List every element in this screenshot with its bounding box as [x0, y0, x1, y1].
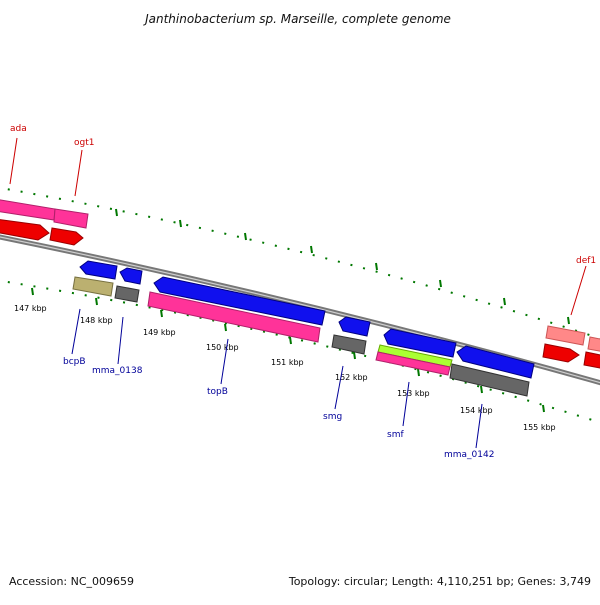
ruler-label-152: 152 kbp: [335, 373, 368, 382]
feature-topB-gene[interactable]: [147, 291, 321, 343]
label-leader-lines: [9, 137, 587, 449]
gene-labels: ada ogt1 def1 bcpB mma_0138 topB smg smf…: [10, 124, 596, 460]
ruler-label-151: 151 kbp: [271, 358, 304, 367]
feature-next-cds[interactable]: [583, 351, 600, 369]
gene-label-smg[interactable]: smg: [323, 412, 342, 422]
gene-label-ada[interactable]: ada: [10, 124, 27, 134]
feature-smg-cds[interactable]: [338, 316, 371, 337]
feature-def1-cds[interactable]: [542, 343, 580, 363]
ruler-label-148: 148 kbp: [80, 316, 113, 325]
ruler-labels: 147 kbp 148 kbp 149 kbp 150 kbp 151 kbp …: [14, 304, 556, 432]
feature-mma0142-cds[interactable]: [456, 345, 535, 379]
gene-label-topB[interactable]: topB: [207, 387, 228, 397]
gene-label-smf[interactable]: smf: [387, 430, 404, 440]
footer-summary: Topology: circular; Length: 4,110,251 bp…: [288, 575, 591, 588]
feature-bcpB-cds[interactable]: [79, 260, 118, 280]
ruler-label-154: 154 kbp: [460, 406, 493, 415]
ruler-label-147: 147 kbp: [14, 304, 47, 313]
gene-label-bcpB[interactable]: bcpB: [63, 357, 86, 367]
feature-ogt1-cds[interactable]: [49, 227, 84, 246]
forward-strand-features: [0, 199, 600, 369]
feature-mma0138-gene[interactable]: [114, 285, 140, 303]
ruler-label-155: 155 kbp: [523, 423, 556, 432]
feature-smf-cds[interactable]: [383, 328, 457, 358]
gene-label-mma0142[interactable]: mma_0142: [444, 450, 494, 460]
outer-tick-track: [0, 186, 600, 340]
footer-accession: Accession: NC_009659: [9, 575, 134, 588]
feature-ada-gene[interactable]: [0, 199, 56, 221]
gene-label-mma0138[interactable]: mma_0138: [92, 366, 143, 376]
reverse-strand-features: [72, 260, 535, 397]
feature-next-gene[interactable]: [587, 336, 600, 352]
gene-label-ogt1[interactable]: ogt1: [74, 138, 94, 148]
map-title: Janthinobacterium sp. Marseille, complet…: [143, 12, 451, 26]
ruler-label-149: 149 kbp: [143, 328, 176, 337]
inner-tick-track: [0, 279, 600, 424]
feature-ada-cds[interactable]: [0, 219, 50, 241]
feature-ogt1-gene[interactable]: [53, 208, 89, 229]
ruler-label-150: 150 kbp: [206, 343, 239, 352]
feature-smg-gene[interactable]: [331, 334, 367, 355]
feature-def1-gene[interactable]: [545, 325, 586, 346]
feature-smf-rna[interactable]: [375, 351, 451, 376]
feature-topB-cds[interactable]: [153, 276, 326, 326]
gene-label-def1[interactable]: def1: [576, 256, 596, 266]
feature-mma0138-cds[interactable]: [119, 267, 143, 285]
ruler-label-153: 153 kbp: [397, 389, 430, 398]
feature-mma0142-gene[interactable]: [449, 363, 530, 397]
feature-bcpB-gene[interactable]: [72, 276, 114, 297]
